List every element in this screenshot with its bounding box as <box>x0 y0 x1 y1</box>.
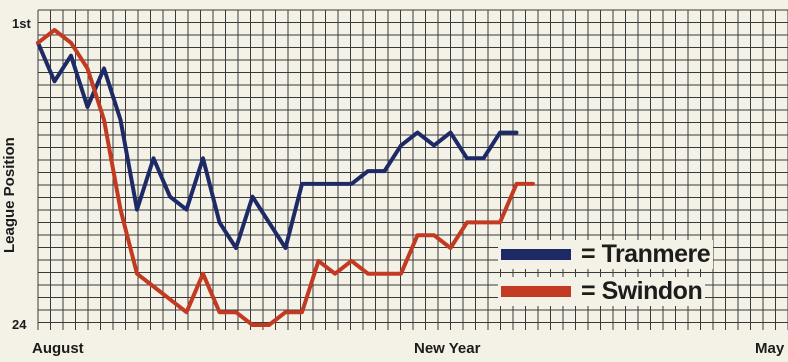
legend-label-swindon: = Swindon <box>581 277 703 305</box>
series-line-tranmere <box>36 40 519 250</box>
legend-swatch-tranmere <box>501 249 571 260</box>
series-line-swindon <box>36 28 535 327</box>
legend-label-tranmere: = Tranmere <box>581 240 711 268</box>
legend-item-tranmere: = Tranmere <box>498 240 714 269</box>
legend-swatch-swindon <box>501 286 571 297</box>
y-axis-label: League Position <box>1 137 18 253</box>
x-tick-label-august: August <box>32 340 84 357</box>
legend-item-swindon: = Swindon <box>498 277 706 306</box>
y-tick-label-top: 1st <box>12 16 31 31</box>
y-tick-label-bottom: 24 <box>12 317 27 332</box>
x-tick-label-may: May <box>755 340 785 357</box>
series-layer <box>36 28 535 327</box>
x-tick-label-new-year: New Year <box>414 340 481 357</box>
